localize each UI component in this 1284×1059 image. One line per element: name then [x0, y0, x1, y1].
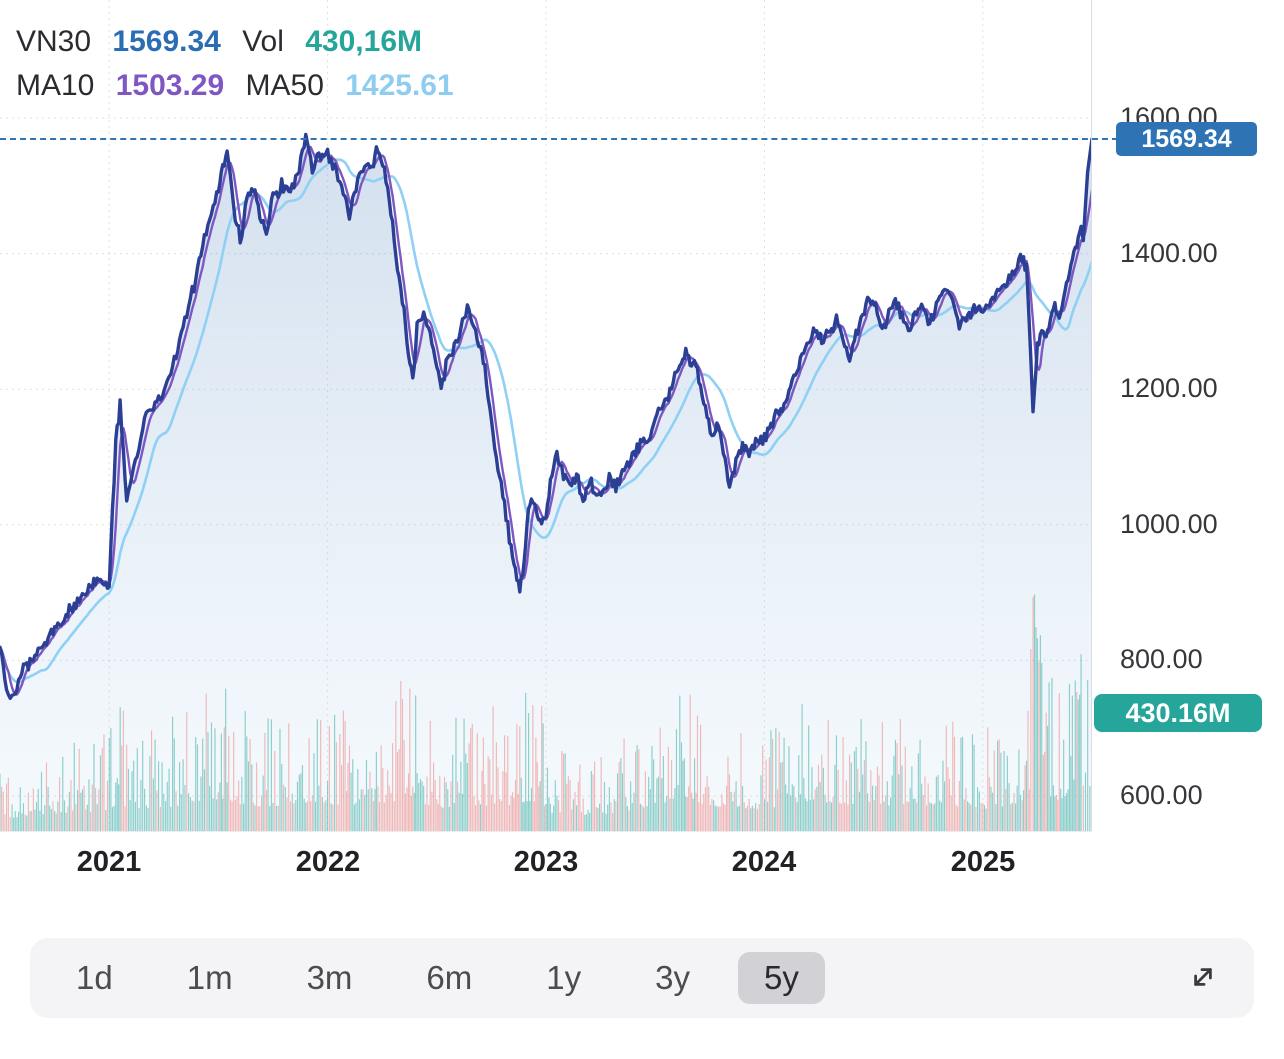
range-button-1m[interactable]: 1m — [161, 952, 259, 1004]
ma10-label: MA10 — [16, 69, 95, 102]
price-tick-label: 1000.00 — [1120, 509, 1218, 539]
volume-label: Vol — [242, 25, 284, 58]
range-button-3m[interactable]: 3m — [281, 952, 379, 1004]
volume-badge: 430.16M — [1094, 694, 1262, 732]
time-axis: 2021 2022 2023 2024 2025 — [0, 846, 1092, 890]
year-label: 2023 — [513, 846, 579, 878]
price-tick-label: 800.00 — [1120, 644, 1203, 674]
year-label: 2024 — [731, 846, 797, 878]
ma50-value: 1425.61 — [345, 69, 454, 102]
range-button-5y[interactable]: 5y — [737, 951, 825, 1005]
year-label: 2025 — [950, 846, 1016, 878]
year-label: 2021 — [76, 846, 142, 878]
range-button-3y[interactable]: 3y — [629, 952, 716, 1004]
expand-icon — [1194, 967, 1212, 986]
price-tick-label: 600.00 — [1120, 780, 1203, 810]
range-button-1y[interactable]: 1y — [520, 952, 607, 1004]
last-price-value: 1569.34 — [112, 25, 221, 58]
expand-button[interactable] — [1180, 954, 1226, 1003]
ma50-label: MA50 — [245, 69, 324, 102]
range-button-6m[interactable]: 6m — [400, 952, 498, 1004]
range-button-1d[interactable]: 1d — [50, 952, 139, 1004]
chart-legend: VN30 1569.34 Vol 430,16M MA10 1503.29 MA… — [16, 20, 467, 108]
price-chart[interactable] — [0, 0, 1092, 832]
last-price-badge: 1569.34 — [1116, 122, 1257, 156]
legend-row-ma: MA10 1503.29 MA50 1425.61 — [16, 64, 467, 108]
chart-canvas — [0, 0, 1092, 832]
volume-value: 430,16M — [305, 25, 422, 58]
range-buttons: 1d 1m 3m 6m 1y 3y 5y — [50, 951, 847, 1005]
year-label: 2022 — [295, 846, 361, 878]
range-toolbar: 1d 1m 3m 6m 1y 3y 5y — [30, 938, 1254, 1018]
legend-row-price: VN30 1569.34 Vol 430,16M — [16, 20, 467, 64]
price-tick-label: 1200.00 — [1120, 373, 1218, 403]
ma10-value: 1503.29 — [115, 69, 225, 102]
price-tick-label: 1400.00 — [1120, 238, 1218, 268]
symbol-label: VN30 — [16, 25, 92, 58]
